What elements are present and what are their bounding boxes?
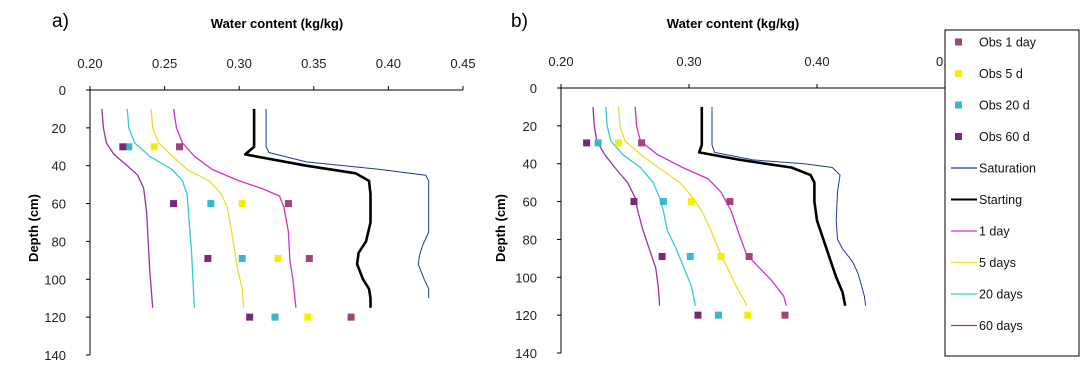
panel-b-series-1-day [634,106,787,306]
panel-b-y-tick-label: 100 [515,270,537,285]
panel-a-y-axis-title: Depth (cm) [26,194,41,262]
panel-b-x-tick-label: 0.30 [676,54,701,69]
panel-a-point-obs-20-d [125,143,133,151]
panel-a-y-tick-label: 120 [44,310,66,325]
legend-label-starting: Starting [979,193,1022,207]
legend-label-saturation: Saturation [979,162,1036,176]
panel-b-y-tick-label: 0 [530,81,537,96]
panel-b-point-obs-60-d [658,252,666,260]
panel-b-point-obs-60-d [583,139,591,147]
panel-a-y-tick-label: 100 [44,272,66,287]
panel-b-point-obs-5-d [744,311,752,319]
panel-b-point-obs-1-day [638,139,646,147]
panel-a-x-tick-label: 0.25 [152,56,177,71]
panel-a-x-tick-label: 0.40 [376,56,401,71]
legend-swatch-obs-60-d [955,133,962,140]
legend-label-obs-1-day: Obs 1 day [979,36,1037,50]
panel-b-y-tick-label: 60 [523,195,537,210]
panel-a-point-obs-60-d [246,313,254,321]
panel-b-point-obs-1-day [745,252,753,260]
panel-a-point-obs-20-d [238,254,246,262]
panel-a-point-obs-20-d [271,313,279,321]
panel-b-x-tick-label: 0.40 [804,54,829,69]
legend-swatch-obs-20-d [955,101,962,109]
panel-b-point-obs-60-d [630,198,638,206]
panel-b-y-tick-label: 120 [515,308,537,323]
panel-b-point-obs-5-d [717,252,725,260]
panel-a-point-obs-60-d [119,143,127,151]
panel-b-point-obs-60-d [694,311,702,319]
panel-a-y-tick-label: 60 [52,197,66,212]
panel-b-label: b) [511,11,528,32]
panel-b-y-axis-title: Depth (cm) [493,194,508,262]
legend-label-60-days: 60 days [979,319,1023,333]
legend-box [944,29,1080,357]
panel-a-point-obs-1-day [284,200,292,208]
panel-a: a) Water content (kg/kg) Depth (cm) 0.20… [26,11,476,363]
panel-b-x-tick-label: 0.20 [548,54,573,69]
panel-a-point-obs-1-day [176,143,184,151]
panel-a-point-obs-5-d [150,143,158,151]
panel-b-series-20-days [605,106,697,306]
panel-b: b) Water content (kg/kg) Depth (cm) 0.20… [493,11,954,361]
panel-b-point-obs-5-d [688,198,696,206]
legend-swatch-obs-5-d [955,70,962,77]
panel-a-point-obs-60-d [204,254,212,262]
panel-b-y-tick-label: 40 [523,157,537,172]
panel-b-x-axis-title: Water content (kg/kg) [667,16,799,31]
legend-label-obs-60-d: Obs 60 d [979,130,1030,144]
panel-b-y-tick-label: 20 [523,119,537,134]
legend-swatch-obs-1-day [955,38,962,46]
panel-a-point-obs-60-d [170,200,178,208]
panel-b-y-tick-label: 80 [523,232,537,247]
panel-a-y-tick-label: 80 [52,234,66,249]
panel-b-series-60-days [592,106,661,306]
panel-a-x-tick-label: 0.45 [450,56,475,71]
panel-a-y-tick-label: 0 [59,83,66,98]
panel-a-series-starting [243,108,372,308]
panel-b-series-saturation [711,106,867,306]
legend-label-20-days: 20 days [979,288,1023,302]
panel-a-series-saturation [265,108,430,299]
panel-a-x-tick-label: 0.35 [301,56,326,71]
panel-b-point-obs-20-d [659,198,667,206]
legend: Obs 1 day Obs 5 d Obs 20 d Obs 60 d Saturati… [944,29,1080,357]
legend-label-obs-20-d: Obs 20 d [979,99,1030,113]
panel-a-y-tick-label: 40 [52,159,66,174]
panel-a-y-tick-label: 20 [52,121,66,136]
panel-a-label: a) [52,11,69,32]
panel-b-point-obs-20-d [714,311,722,319]
panel-b-point-obs-20-d [686,252,694,260]
panel-b-series-5-days [617,106,748,306]
panel-b-series-starting [697,106,847,306]
legend-label-1-day: 1 day [979,225,1010,239]
panel-b-point-obs-1-day [726,198,734,206]
panel-a-point-obs-20-d [207,200,215,208]
panel-a-series-5-days [150,108,245,308]
panel-b-point-obs-20-d [594,139,602,147]
legend-label-5-days: 5 days [979,256,1016,270]
panel-a-point-obs-1-day [305,254,313,262]
panel-a-x-tick-label: 0.20 [77,56,102,71]
panel-a-point-obs-1-day [347,313,355,321]
panel-b-point-obs-5-d [615,139,623,147]
panel-a-series-20-days [126,108,196,308]
panel-b-point-obs-1-day [781,311,789,319]
panel-a-x-tick-label: 0.30 [227,56,252,71]
panel-a-point-obs-5-d [238,200,246,208]
panel-a-x-axis-title: Water content (kg/kg) [211,16,343,31]
panel-a-point-obs-5-d [274,254,282,262]
panel-b-y-tick-label: 140 [515,346,537,361]
panel-a-series-60-days [101,108,154,308]
panel-a-point-obs-5-d [304,313,312,321]
panel-a-y-tick-label: 140 [44,348,66,363]
legend-label-obs-5-d: Obs 5 d [979,67,1023,81]
panel-a-series-1-day [172,108,297,308]
